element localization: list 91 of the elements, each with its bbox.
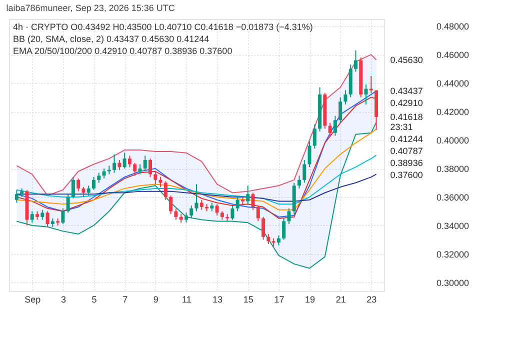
candlestick xyxy=(128,155,132,168)
x-tick-label: 9 xyxy=(153,294,158,304)
candlestick xyxy=(364,84,368,105)
annotation: 0.43437 xyxy=(390,86,423,96)
candlestick xyxy=(174,208,178,220)
candlestick xyxy=(256,205,260,222)
line-series xyxy=(16,174,377,202)
candlestick xyxy=(66,194,70,214)
annotation: 0.45630 xyxy=(390,54,423,65)
annotation: 0.41244 xyxy=(390,134,423,144)
candlestick xyxy=(246,185,250,205)
candlestick xyxy=(71,176,75,199)
x-tick-label: 17 xyxy=(274,294,284,304)
y-tick-label: 0.46000 xyxy=(436,50,470,60)
candlestick xyxy=(308,140,312,168)
x-tick-label: 15 xyxy=(243,294,254,304)
y-tick-label: 0.42000 xyxy=(436,107,470,118)
annotation: BB (20, SMA, close, 2) 0.43437 0.45630 0.41244 xyxy=(13,34,210,44)
x-tick-label: 3 xyxy=(60,294,66,304)
candlestick xyxy=(184,212,188,224)
candlestick xyxy=(97,172,101,184)
x-tick-label: 7 xyxy=(122,294,128,304)
x-tick-label: 5 xyxy=(92,294,97,304)
candlestick xyxy=(200,199,204,210)
candlestick xyxy=(164,180,168,200)
candlestick xyxy=(215,204,219,216)
y-tick-label: 0.32000 xyxy=(436,249,470,260)
candlestick xyxy=(236,196,240,212)
x-tick-label: 21 xyxy=(336,294,346,304)
candlestick xyxy=(86,185,90,196)
x-tick-label: 23 xyxy=(366,294,377,304)
candlestick xyxy=(251,192,255,210)
y-tick-label: 0.38000 xyxy=(436,164,470,174)
y-tick-label: 0.30000 xyxy=(436,278,470,288)
candlestick xyxy=(30,210,34,224)
candlestick xyxy=(82,186,86,198)
candlestick xyxy=(158,176,162,188)
candlestick xyxy=(169,195,173,215)
candlestick xyxy=(76,178,80,192)
y-tick-label: 0.44000 xyxy=(436,78,470,89)
annotation: 0.37600 xyxy=(390,170,423,180)
y-tick-label: 0.36000 xyxy=(436,192,470,203)
candlestick xyxy=(46,210,50,228)
candlestick xyxy=(112,154,116,174)
candlestick xyxy=(138,164,142,175)
candlestick xyxy=(102,168,106,179)
candlestick xyxy=(190,205,194,219)
candlestick xyxy=(328,122,332,138)
candlestick xyxy=(118,159,122,170)
line-series xyxy=(16,122,377,269)
y-tick-label: 0.48000 xyxy=(436,22,470,32)
candlestick xyxy=(133,162,137,176)
candlestick xyxy=(297,175,301,189)
annotation: 0.40787 xyxy=(390,146,423,156)
candlestick xyxy=(333,115,337,136)
candlestick xyxy=(266,234,270,245)
candlestick xyxy=(312,124,316,150)
candlestick xyxy=(154,170,158,185)
candlestick xyxy=(282,218,286,240)
candlestick xyxy=(122,152,126,170)
candlestick xyxy=(338,96,342,124)
candlestick xyxy=(143,155,147,172)
annotation: 0.38936 xyxy=(390,158,423,168)
annotation: 4h · CRYPTO O0.43492 H0.43500 L0.40710 C0.41618 −0.01873 (−4.31%) xyxy=(13,22,313,32)
x-tick-label: 11 xyxy=(182,294,192,304)
candlestick xyxy=(230,205,234,220)
annotation: 0.42910 xyxy=(390,98,423,108)
candlestick xyxy=(148,158,152,178)
y-tick-label: 0.34000 xyxy=(436,220,470,231)
candlestick xyxy=(194,184,198,212)
x-tick-label: Sep xyxy=(24,294,41,304)
candlestick xyxy=(61,208,65,225)
candlestick xyxy=(369,75,373,94)
candlestick xyxy=(344,90,348,105)
line-series xyxy=(16,128,377,210)
x-tick-label: 19 xyxy=(305,294,316,304)
x-tick-label: 13 xyxy=(212,294,223,304)
candlestick xyxy=(287,208,291,225)
candlestick xyxy=(40,209,44,220)
annotation: 0.41618 23:31 xyxy=(390,112,423,132)
line-series xyxy=(16,54,377,196)
line-series xyxy=(16,154,377,205)
candlestick xyxy=(302,159,306,184)
candlestick xyxy=(14,189,18,204)
candlestick xyxy=(92,176,96,190)
candlestick xyxy=(354,50,358,72)
y-tick-label: 0.40000 xyxy=(436,136,470,146)
candlestick xyxy=(276,234,280,246)
annotation: EMA 20/50/100/200 0.42910 0.40787 0.38936 0.37600 xyxy=(13,46,232,56)
candlestick xyxy=(262,216,266,240)
chart-title: laiba786muneer, Sep 23, 2026 15:36 UTC xyxy=(6,3,176,13)
